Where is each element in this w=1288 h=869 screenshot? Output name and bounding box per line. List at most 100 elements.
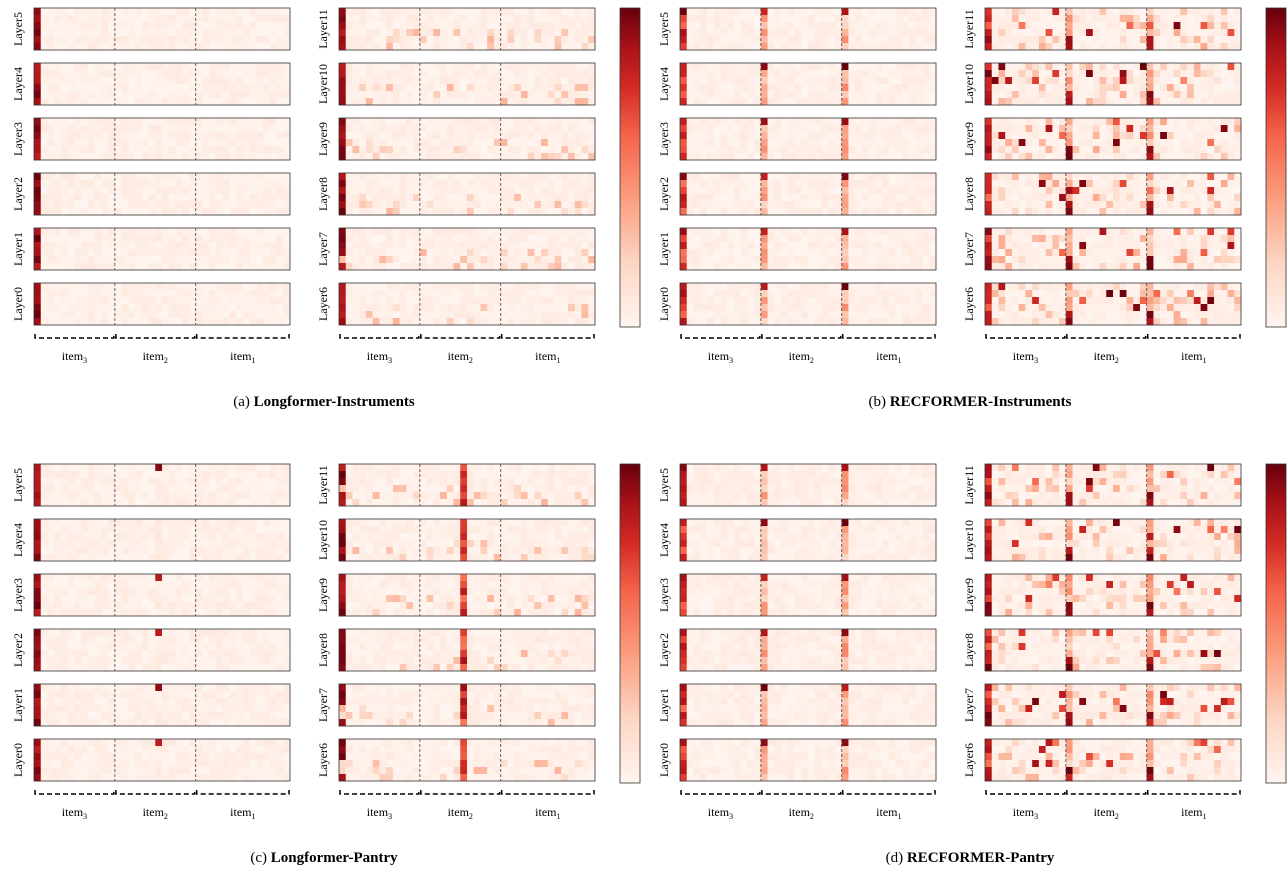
heatmap-cell xyxy=(94,201,102,209)
heatmap-cell xyxy=(848,132,856,140)
heatmap-cell xyxy=(574,22,582,30)
heatmap-cell xyxy=(1207,15,1215,23)
heatmap-cell xyxy=(40,180,48,188)
heatmap-cell xyxy=(433,311,441,319)
heatmap-cell xyxy=(720,311,728,319)
heatmap-cell xyxy=(101,77,109,85)
heatmap-cell xyxy=(794,91,802,99)
heatmap-cell xyxy=(760,125,768,133)
heatmap-cell xyxy=(588,153,596,161)
heatmap-frame xyxy=(338,172,596,216)
heatmap-cell xyxy=(236,43,244,51)
heatmap-cell xyxy=(460,118,468,126)
heatmap-cell xyxy=(680,256,688,264)
heatmap-cell xyxy=(1018,70,1026,78)
heatmap-cell xyxy=(834,77,842,85)
heatmap-cell xyxy=(554,91,562,99)
heatmap-cell xyxy=(108,290,116,298)
heatmap-cell xyxy=(1200,43,1208,51)
heatmap-cell xyxy=(882,22,890,30)
heatmap-cell xyxy=(263,146,271,154)
heatmap-cell xyxy=(419,208,427,216)
heatmap-cell xyxy=(215,249,223,257)
heatmap-cell xyxy=(168,256,176,264)
heatmap-cell xyxy=(1065,118,1073,126)
heatmap-cell xyxy=(276,208,284,216)
heatmap-cell xyxy=(706,256,714,264)
item-bracket xyxy=(680,334,761,339)
heatmap-cell xyxy=(188,153,196,161)
heatmap-cell xyxy=(1180,63,1188,71)
heatmap-cell xyxy=(998,70,1006,78)
heatmap-cell xyxy=(236,304,244,312)
heatmap-cell xyxy=(188,77,196,85)
heatmap-cell xyxy=(588,187,596,195)
heatmap-cell xyxy=(848,84,856,92)
heatmap-cell xyxy=(433,304,441,312)
heatmap-cell xyxy=(345,208,353,216)
heatmap-cell xyxy=(467,118,475,126)
heatmap-cell xyxy=(875,153,883,161)
heatmap-cell xyxy=(527,297,535,305)
heatmap-cell xyxy=(493,153,501,161)
heatmap-cell xyxy=(256,263,264,271)
heatmap-cell xyxy=(834,63,842,71)
heatmap-cell xyxy=(1045,36,1053,44)
heatmap-cell xyxy=(67,146,75,154)
heatmap-cell xyxy=(520,242,528,250)
heatmap-cell xyxy=(1059,173,1067,181)
heatmap-cell xyxy=(453,235,461,243)
heatmap-cell xyxy=(985,187,993,195)
heatmap-cell xyxy=(460,187,468,195)
heatmap-cell xyxy=(1065,98,1073,106)
heatmap-cell xyxy=(514,180,522,188)
heatmap-cell xyxy=(386,98,394,106)
heatmap-cell xyxy=(108,242,116,250)
heatmap-cell xyxy=(727,228,735,236)
heatmap-cell xyxy=(182,235,190,243)
heatmap-cell xyxy=(740,242,748,250)
heatmap-cell xyxy=(1207,153,1215,161)
heatmap-cell xyxy=(534,22,542,30)
heatmap-cell xyxy=(47,180,55,188)
heatmap-cell xyxy=(581,43,589,51)
heatmap-cell xyxy=(514,311,522,319)
heatmap-cell xyxy=(87,139,95,147)
heatmap-cell xyxy=(1072,77,1080,85)
heatmap-cell xyxy=(54,180,62,188)
heatmap-cell xyxy=(121,311,129,319)
heatmap-cell xyxy=(283,36,291,44)
heatmap-cell xyxy=(686,153,694,161)
heatmap-cell xyxy=(520,283,528,291)
heatmap-cell xyxy=(794,304,802,312)
heatmap-cell xyxy=(727,304,735,312)
heatmap-cell xyxy=(47,249,55,257)
heatmap-cell xyxy=(209,146,217,154)
heatmap-cell xyxy=(128,118,136,126)
heatmap-cell xyxy=(720,318,728,326)
heatmap-cell xyxy=(419,91,427,99)
heatmap-cell xyxy=(527,84,535,92)
heatmap-cell xyxy=(426,242,434,250)
heatmap-cell xyxy=(814,180,822,188)
heatmap-cell xyxy=(1153,15,1161,23)
heatmap-cell xyxy=(121,290,129,298)
heatmap-cell xyxy=(514,290,522,298)
heatmap-cell xyxy=(480,297,488,305)
heatmap-cell xyxy=(413,153,421,161)
heatmap-cell xyxy=(209,70,217,78)
heatmap-cell xyxy=(365,201,373,209)
heatmap-cell xyxy=(365,84,373,92)
heatmap-cell xyxy=(236,63,244,71)
heatmap-cell xyxy=(202,256,210,264)
heatmap-cell xyxy=(834,283,842,291)
heatmap-cell xyxy=(392,256,400,264)
heatmap-cell xyxy=(740,208,748,216)
heatmap-cell xyxy=(1119,173,1127,181)
heatmap-cell xyxy=(480,8,488,16)
heatmap-cell xyxy=(875,118,883,126)
heatmap-cell xyxy=(520,146,528,154)
heatmap-cell xyxy=(202,139,210,147)
heatmap-cell xyxy=(236,201,244,209)
heatmap-cell xyxy=(269,77,277,85)
